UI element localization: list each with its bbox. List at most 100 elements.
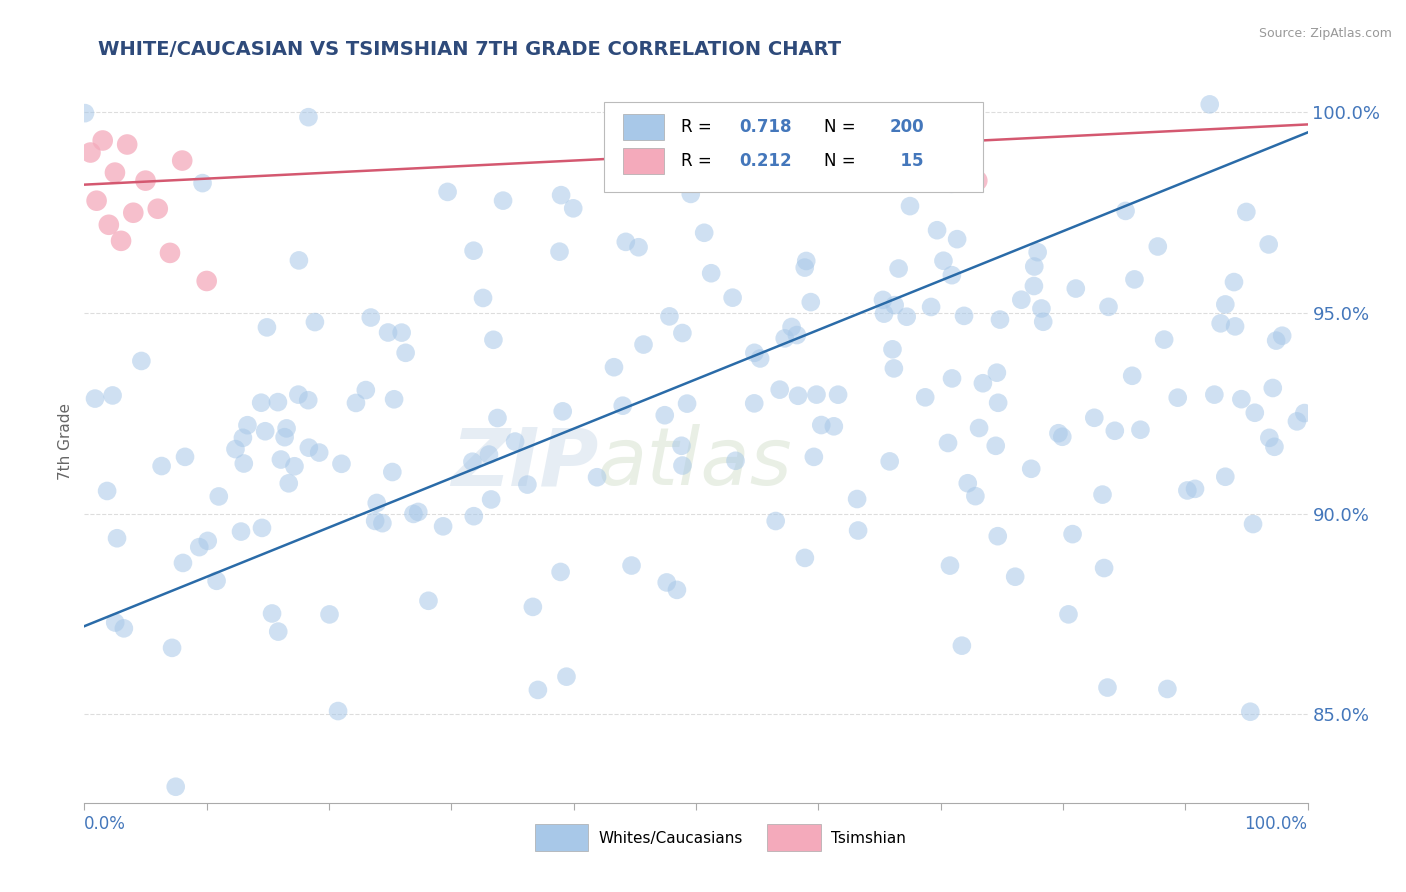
Point	[1263, 440, 1285, 454]
Point	[330, 457, 353, 471]
Point	[1062, 527, 1084, 541]
Point	[250, 395, 273, 409]
Point	[966, 174, 988, 188]
Point	[1243, 406, 1265, 420]
Point	[794, 254, 817, 268]
Point	[122, 206, 145, 220]
Point	[946, 232, 969, 246]
Point	[1234, 205, 1257, 219]
Point	[1156, 681, 1178, 696]
Point	[1213, 469, 1236, 483]
Point	[1223, 275, 1246, 289]
Point	[308, 445, 330, 459]
Point	[1097, 300, 1119, 314]
Point	[1121, 368, 1143, 383]
Point	[298, 441, 321, 455]
Point	[79, 145, 101, 160]
Point	[665, 582, 688, 597]
Point	[984, 439, 1007, 453]
Point	[603, 360, 626, 375]
Point	[267, 624, 290, 639]
Point	[953, 309, 976, 323]
Point	[671, 326, 693, 340]
Point	[283, 459, 305, 474]
Point	[793, 260, 815, 275]
Point	[846, 491, 869, 506]
Point	[941, 371, 963, 385]
Point	[250, 521, 273, 535]
Point	[744, 346, 766, 360]
Point	[1285, 414, 1308, 428]
Point	[224, 442, 246, 456]
Point	[1026, 245, 1049, 260]
Point	[749, 351, 772, 366]
FancyBboxPatch shape	[605, 102, 983, 193]
Point	[1230, 392, 1253, 406]
FancyBboxPatch shape	[766, 824, 821, 851]
Text: WHITE/CAUCASIAN VS TSIMSHIAN 7TH GRADE CORRELATION CHART: WHITE/CAUCASIAN VS TSIMSHIAN 7TH GRADE C…	[98, 40, 842, 59]
Point	[765, 514, 787, 528]
Point	[371, 516, 394, 531]
Point	[287, 387, 309, 401]
Text: 0.718: 0.718	[738, 119, 792, 136]
Point	[1064, 281, 1087, 295]
Point	[229, 524, 252, 539]
Point	[555, 670, 578, 684]
Point	[612, 399, 634, 413]
Point	[700, 266, 723, 280]
Point	[486, 411, 509, 425]
Point	[273, 430, 295, 444]
Point	[780, 320, 803, 334]
Point	[550, 188, 572, 202]
Point	[1223, 319, 1246, 334]
Point	[1265, 334, 1288, 348]
Point	[823, 419, 845, 434]
Point	[197, 533, 219, 548]
Text: ZIP: ZIP	[451, 425, 598, 502]
Point	[503, 434, 526, 449]
Point	[236, 418, 259, 433]
Point	[793, 550, 815, 565]
Point	[941, 177, 963, 191]
Point	[676, 396, 699, 410]
Text: N =: N =	[824, 119, 856, 136]
Point	[1209, 316, 1232, 330]
Point	[724, 454, 747, 468]
Point	[364, 514, 387, 528]
Point	[297, 393, 319, 408]
Point	[366, 496, 388, 510]
Point	[96, 483, 118, 498]
Point	[115, 137, 138, 152]
Point	[873, 307, 896, 321]
Point	[73, 106, 96, 120]
Point	[160, 640, 183, 655]
Point	[1123, 272, 1146, 286]
Point	[1010, 293, 1032, 307]
Point	[810, 418, 832, 433]
Point	[1294, 406, 1316, 420]
Point	[1257, 237, 1279, 252]
Point	[172, 153, 194, 168]
Point	[516, 477, 538, 491]
Point	[1004, 570, 1026, 584]
Point	[932, 253, 955, 268]
Text: N =: N =	[824, 153, 856, 170]
Point	[742, 396, 765, 410]
Point	[463, 509, 485, 524]
Point	[267, 395, 290, 409]
Point	[522, 599, 544, 614]
Point	[135, 174, 157, 188]
Point	[91, 134, 114, 148]
Text: 200: 200	[889, 119, 924, 136]
Y-axis label: 7th Grade: 7th Grade	[58, 403, 73, 480]
Text: R =: R =	[682, 153, 717, 170]
FancyBboxPatch shape	[534, 824, 588, 851]
Point	[131, 354, 153, 368]
Text: 15: 15	[889, 153, 924, 170]
Point	[1258, 431, 1281, 445]
Point	[936, 436, 959, 450]
Point	[1032, 315, 1054, 329]
Point	[326, 704, 349, 718]
Point	[436, 185, 458, 199]
Point	[110, 234, 132, 248]
